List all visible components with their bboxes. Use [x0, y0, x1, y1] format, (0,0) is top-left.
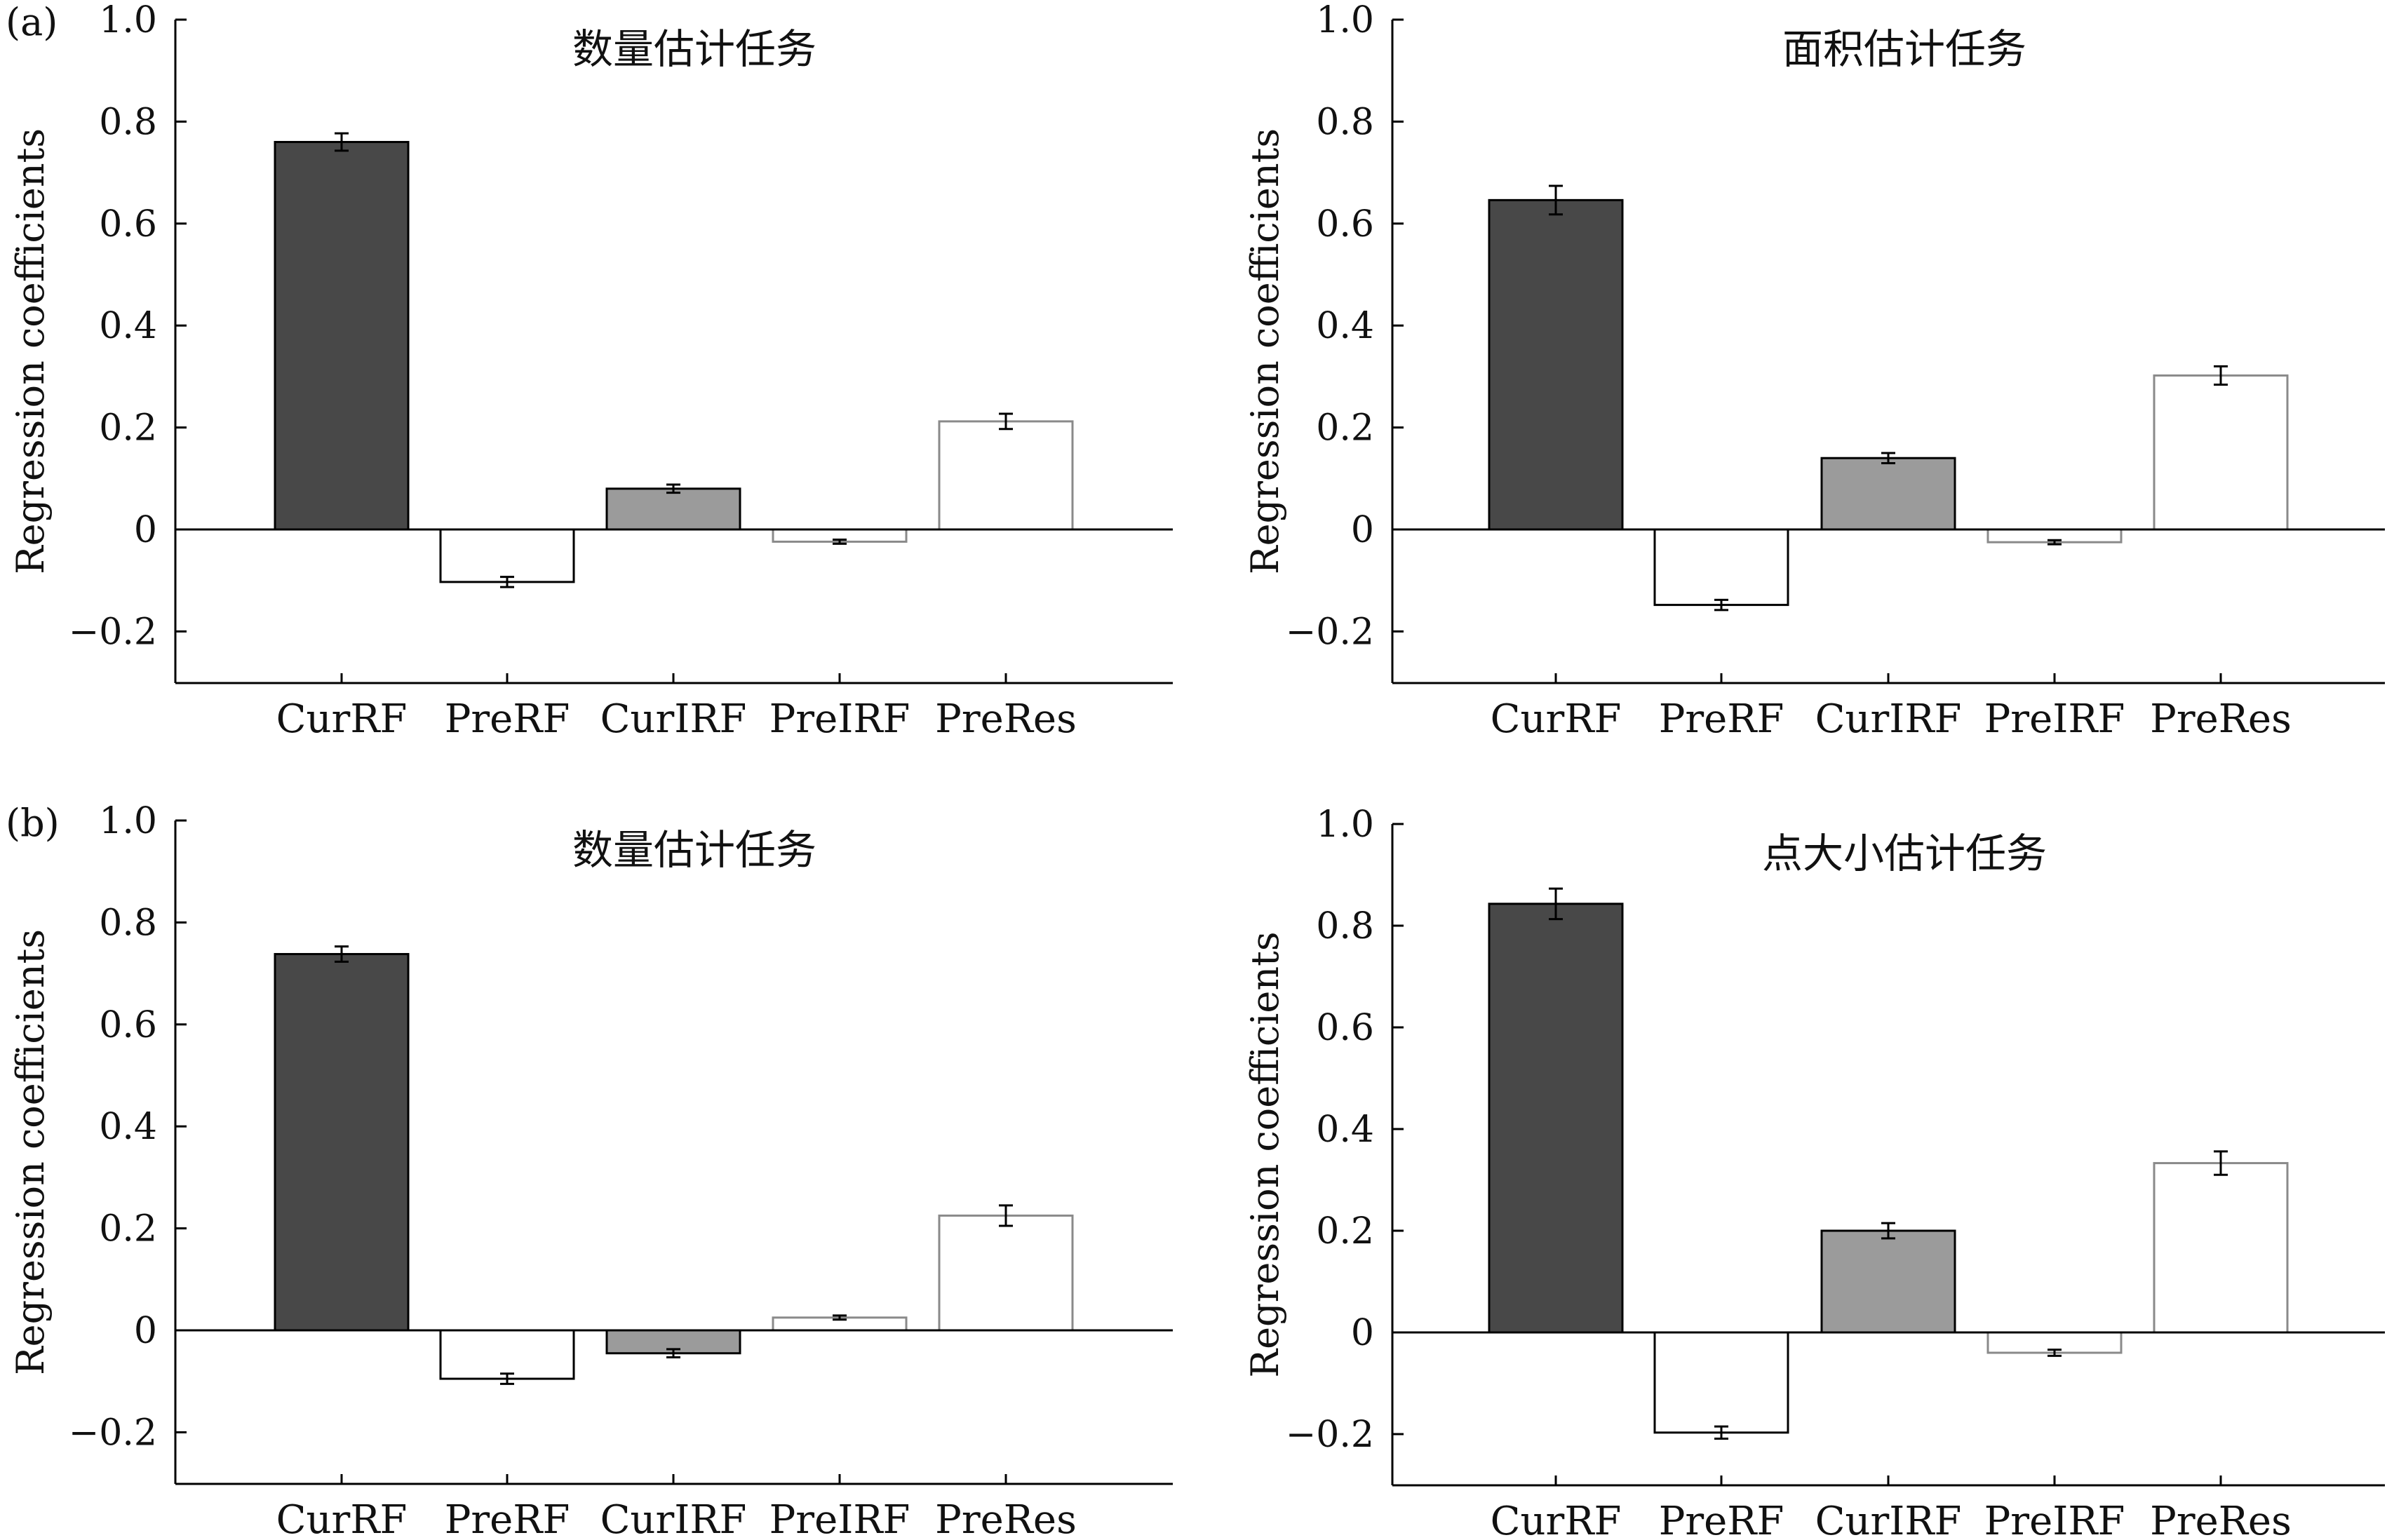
bar-preres — [2153, 374, 2289, 531]
y-tick-label: 0.4 — [99, 1106, 157, 1148]
y-tick-label: 0.8 — [1316, 905, 1374, 947]
x-tick-label: PreRes — [935, 696, 1077, 742]
y-tick-label: 0.6 — [1316, 203, 1374, 245]
bar-prerf — [1653, 528, 1789, 607]
x-tick-label: PreIRF — [1984, 1499, 2125, 1540]
y-tick-label: 1.0 — [99, 0, 157, 41]
x-tick-label: CurIRF — [600, 1497, 747, 1540]
x-tick-label: CurRF — [276, 1497, 408, 1540]
y-tick-label: −0.2 — [1286, 1414, 1374, 1456]
y-tick-label: 0.2 — [1316, 1210, 1374, 1252]
y-tick-label: 1.0 — [99, 800, 157, 842]
y-tick-label: 0.2 — [1316, 407, 1374, 450]
y-tick-label: 1.0 — [1316, 0, 1374, 41]
x-tick-label: CurIRF — [1815, 1499, 1962, 1540]
y-tick-label: 0 — [134, 509, 157, 551]
y-tick-label: −0.2 — [1286, 611, 1374, 653]
x-tick-label: PreIRF — [769, 1497, 910, 1540]
y-tick-label: 0.8 — [1316, 101, 1374, 143]
y-tick-label: 0.6 — [99, 1004, 157, 1046]
y-tick-label: 0.4 — [99, 305, 157, 347]
y-tick-label: 0 — [1351, 1312, 1374, 1354]
bar-curirf — [605, 487, 741, 531]
y-axis-label: Regression coefficients — [1243, 931, 1287, 1377]
y-tick-label: 1.0 — [1316, 804, 1374, 846]
bar-currf — [274, 140, 410, 531]
x-tick-label: PreIRF — [1984, 696, 2125, 742]
chart-title: 数量估计任务 — [572, 826, 816, 874]
bar-preres — [938, 420, 1074, 531]
chart-panel-3: 数量估计任务 Regression coefficients 1.0 0.8 0.6 0.… — [8, 800, 1173, 1540]
x-tick-label: CurRF — [276, 696, 408, 742]
bar-prerf — [1653, 1331, 1789, 1434]
x-tick-label: PreRes — [935, 1497, 1077, 1540]
y-tick-label: 0.6 — [1316, 1007, 1374, 1049]
x-tick-label: CurIRF — [1815, 696, 1962, 742]
bar-curirf — [1820, 457, 1956, 531]
x-tick-label: PreRes — [2150, 1499, 2292, 1540]
y-tick-label: 0.2 — [99, 1208, 157, 1250]
bar-currf — [1488, 198, 1624, 531]
x-tick-label: PreIRF — [769, 696, 910, 742]
chart-title: 面积估计任务 — [1782, 25, 2026, 73]
y-axis-label: Regression coefficients — [1243, 128, 1287, 574]
x-tick-label: PreRF — [445, 696, 570, 742]
bar-prerf — [439, 528, 575, 583]
y-tick-label: 0.4 — [1316, 305, 1374, 347]
x-tick-label: PreRes — [2150, 696, 2292, 742]
y-tick-label: 0.2 — [99, 407, 157, 450]
y-tick-label: 0.4 — [1316, 1109, 1374, 1151]
x-tick-label: PreRF — [1659, 696, 1784, 742]
y-axis-label: Regression coefficients — [8, 929, 53, 1375]
x-tick-label: PreRF — [1659, 1499, 1784, 1540]
y-axis-label: Regression coefficients — [8, 128, 53, 574]
chart-panel-1: 数量估计任务 Regression coefficients 1.0 0.8 0.6 0.… — [8, 0, 1173, 742]
bar-prerf — [439, 1329, 575, 1380]
bar-currf — [1488, 903, 1624, 1334]
y-tick-label: 0 — [1351, 509, 1374, 551]
x-tick-label: CurRF — [1491, 1499, 1622, 1540]
bar-preres — [2153, 1162, 2289, 1334]
y-tick-label: −0.2 — [69, 611, 157, 653]
y-tick-label: 0.8 — [99, 902, 157, 944]
y-tick-label: 0.6 — [99, 203, 157, 245]
y-tick-label: −0.2 — [69, 1412, 157, 1454]
x-tick-label: CurIRF — [600, 696, 747, 742]
y-tick-label: 0 — [134, 1310, 157, 1352]
x-tick-label: CurRF — [1491, 696, 1622, 742]
panel-label-b: (b) — [6, 801, 60, 845]
chart-panel-2: 面积估计任务 Regression coefficients 1.0 0.8 0.6 0.… — [1243, 0, 2385, 742]
panel-label-a: (a) — [6, 0, 58, 44]
x-tick-label: PreRF — [445, 1497, 570, 1540]
chart-title: 点大小估计任务 — [1762, 830, 2047, 877]
bar-currf — [274, 952, 410, 1332]
chart-title: 数量估计任务 — [572, 25, 816, 73]
bar-preres — [938, 1214, 1074, 1332]
chart-panel-4: 点大小估计任务 Regression coefficients 1.0 0.8 0.6 0… — [1243, 804, 2385, 1540]
charts-container: 数量估计任务 Regression coefficients 1.0 0.8 0.6 0.… — [8, 0, 2385, 1540]
y-tick-label: 0.8 — [99, 101, 157, 143]
bar-curirf — [1820, 1229, 1956, 1334]
